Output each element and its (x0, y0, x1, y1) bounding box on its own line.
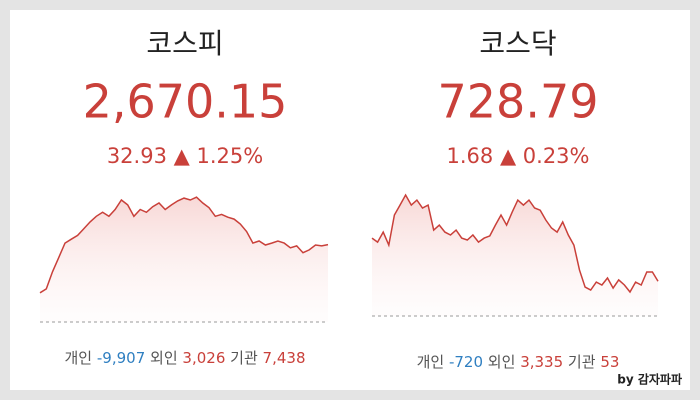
flow-value: -9,907 (97, 349, 145, 367)
flow-label: 기관 (230, 349, 258, 367)
change-line: 1.68 ▲ 0.23% (446, 144, 589, 168)
change-percent: 0.23% (523, 144, 590, 168)
flow-value: 7,438 (263, 349, 306, 367)
sparkline (39, 196, 329, 294)
flow-label: 개인 (417, 353, 445, 371)
sparkline (371, 193, 659, 294)
flow-value: -720 (449, 353, 483, 371)
index-name: 코스피 (146, 27, 223, 60)
sparkline-area (40, 197, 328, 322)
sparkline-area (372, 195, 658, 316)
flow-label: 개인 (65, 349, 93, 367)
change-arrow: ▲ (174, 144, 191, 168)
flow-value: 53 (600, 353, 619, 371)
flow-label: 외인 (488, 353, 516, 371)
change-percent: 1.25% (196, 144, 263, 168)
card (10, 10, 690, 390)
watermark: by 감자파파 (617, 372, 682, 387)
flow-label: 기관 (568, 353, 596, 371)
flow-value: 3,026 (182, 349, 225, 367)
flow-value: 3,335 (520, 353, 563, 371)
change-value: 32.93 (107, 144, 167, 168)
change-value: 1.68 (446, 144, 493, 168)
index-price: 2,670.15 (83, 75, 288, 129)
flow-label: 외인 (150, 349, 178, 367)
change-arrow: ▲ (500, 144, 517, 168)
flow-line: 개인 -720 외인 3,335 기관 53 (417, 353, 620, 371)
index-price: 728.79 (438, 75, 599, 129)
index-name: 코스닥 (479, 27, 556, 60)
change-line: 32.93 ▲ 1.25% (107, 144, 263, 168)
flow-line: 개인 -9,907 외인 3,026 기관 7,438 (65, 349, 306, 367)
